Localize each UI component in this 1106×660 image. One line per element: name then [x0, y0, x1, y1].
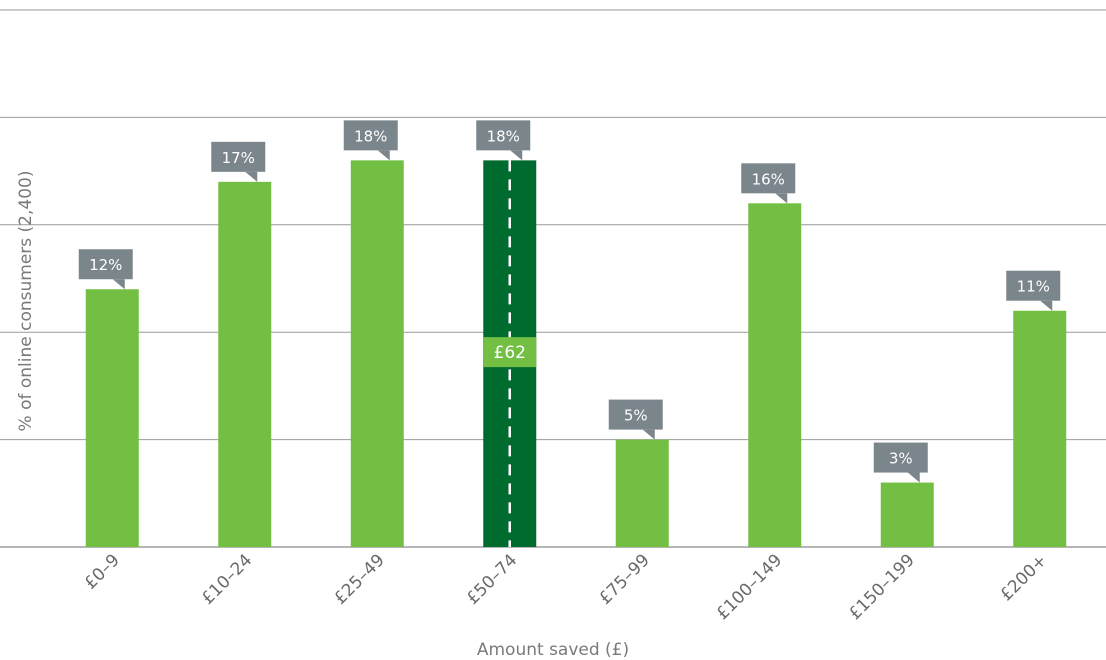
data-label-callout: 3% — [873, 442, 928, 483]
callout-box — [476, 120, 531, 151]
data-label: 16% — [752, 170, 785, 188]
callout-tail — [1040, 300, 1053, 311]
callout-box — [78, 249, 133, 280]
median-marker: £62 — [483, 160, 537, 547]
bar — [748, 203, 802, 547]
data-labels: 12% 17% 18% 18% 5% 16% 3% 11% — [78, 120, 1061, 483]
bar — [1013, 310, 1067, 547]
bar — [350, 160, 404, 548]
callout-tail — [775, 193, 788, 204]
data-label: 17% — [222, 149, 255, 167]
callout-tail — [112, 279, 125, 290]
median-label-box — [483, 337, 537, 368]
data-label-callout: 16% — [741, 163, 796, 204]
bar — [85, 289, 139, 547]
gridlines — [0, 9, 1106, 548]
y-axis-label: % of online consumers (2,400) — [16, 171, 36, 432]
data-label: 18% — [487, 127, 520, 145]
x-tick-label: £100–149 — [713, 550, 787, 624]
data-label-callout: 18% — [476, 120, 531, 161]
x-tick-label: £50–74 — [463, 550, 521, 608]
median-label: £62 — [494, 343, 526, 363]
callout-tail — [377, 150, 390, 161]
data-label-callout: 5% — [608, 399, 663, 440]
x-tick-label: £0–9 — [81, 550, 124, 593]
data-label-callout: 17% — [211, 141, 266, 182]
callout-tail — [245, 171, 258, 182]
x-tick-label: £25–49 — [330, 550, 388, 608]
callout-tail — [907, 472, 920, 483]
callout-box — [343, 120, 398, 151]
x-axis-label: Amount saved (£) — [477, 640, 629, 660]
x-tick-label: £75–99 — [595, 550, 653, 608]
bars — [85, 160, 1067, 548]
callout-tail — [642, 429, 655, 440]
x-tick-label: £200+ — [996, 550, 1051, 605]
data-label-callout: 11% — [1006, 270, 1061, 311]
bar — [880, 482, 934, 547]
callout-box — [1006, 270, 1061, 301]
callout-tail — [510, 150, 523, 161]
callout-box — [608, 399, 663, 430]
data-label-callout: 18% — [343, 120, 398, 161]
bar — [615, 439, 669, 547]
bar — [218, 181, 272, 547]
callout-box — [741, 163, 796, 194]
data-label: 5% — [624, 407, 648, 425]
data-label: 18% — [354, 127, 387, 145]
callout-box — [211, 141, 266, 172]
data-label: 3% — [889, 450, 913, 468]
data-label: 12% — [89, 256, 122, 274]
x-tick-labels: £0–9 £10–24 £25–49 £50–74 £75–99 £100–149 £150… — [81, 550, 1052, 624]
x-tick-label: £150–199 — [845, 550, 919, 624]
x-tick-label: £10–24 — [198, 550, 256, 608]
callout-box — [873, 442, 928, 473]
data-label: 11% — [1017, 278, 1050, 296]
data-label-callout: 12% — [78, 249, 133, 290]
